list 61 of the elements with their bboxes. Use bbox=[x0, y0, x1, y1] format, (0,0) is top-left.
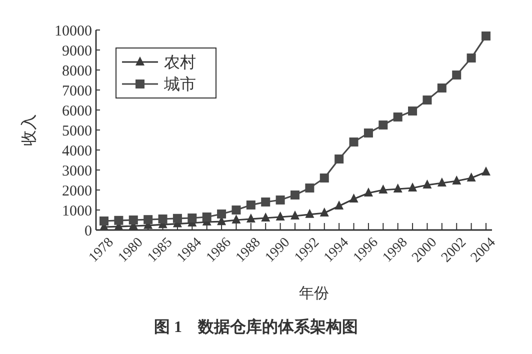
legend-label: 农村 bbox=[164, 54, 196, 72]
point bbox=[217, 210, 226, 218]
point bbox=[364, 188, 373, 196]
point bbox=[320, 208, 329, 216]
point bbox=[422, 96, 432, 104]
y-axis-title: 收入 bbox=[20, 114, 38, 146]
point bbox=[437, 84, 446, 92]
x-axis-title: 年份 bbox=[299, 285, 329, 302]
point bbox=[349, 194, 358, 202]
point bbox=[334, 154, 344, 164]
point bbox=[246, 214, 256, 222]
point bbox=[437, 178, 446, 186]
point bbox=[188, 214, 197, 222]
y-tick-label: 0 bbox=[84, 223, 92, 240]
point bbox=[364, 128, 373, 138]
point bbox=[114, 216, 124, 225]
point bbox=[408, 106, 418, 116]
point bbox=[232, 214, 241, 224]
point bbox=[290, 190, 300, 200]
point bbox=[378, 120, 388, 130]
y-tick-label: 8000 bbox=[62, 63, 92, 80]
point bbox=[466, 172, 476, 182]
y-tick-label: 1000 bbox=[62, 203, 92, 220]
point bbox=[482, 166, 490, 176]
point bbox=[466, 54, 476, 62]
point bbox=[305, 184, 314, 192]
y-tick-label: 10000 bbox=[54, 23, 92, 40]
y-tick-label: 4000 bbox=[62, 143, 92, 160]
point bbox=[276, 212, 285, 220]
y-tick-label: 6000 bbox=[62, 103, 92, 120]
point bbox=[422, 180, 432, 188]
point bbox=[100, 216, 108, 226]
y-tick-label: 3000 bbox=[62, 163, 92, 180]
point bbox=[452, 70, 462, 80]
caption: 图 1 数据仓库的体系架构图 bbox=[154, 318, 358, 336]
point bbox=[305, 208, 314, 218]
point bbox=[393, 184, 402, 192]
point bbox=[172, 214, 182, 223]
point bbox=[246, 200, 256, 210]
point bbox=[276, 196, 285, 204]
point bbox=[378, 184, 388, 194]
point bbox=[261, 198, 270, 206]
point bbox=[320, 174, 329, 182]
point bbox=[261, 212, 270, 222]
point bbox=[482, 32, 490, 40]
point bbox=[408, 182, 418, 192]
point bbox=[144, 215, 153, 224]
legend-label: 城市 bbox=[163, 76, 196, 94]
y-tick-label: 2000 bbox=[62, 183, 92, 200]
point bbox=[232, 206, 241, 214]
point bbox=[349, 138, 358, 146]
point bbox=[128, 216, 138, 224]
point bbox=[290, 210, 300, 220]
point bbox=[393, 112, 402, 122]
point bbox=[334, 200, 344, 210]
point bbox=[452, 176, 462, 184]
point bbox=[202, 212, 212, 222]
point bbox=[158, 214, 168, 224]
y-tick-label: 7000 bbox=[62, 83, 92, 100]
y-tick-label: 5000 bbox=[62, 123, 92, 140]
y-tick-label: 9000 bbox=[62, 43, 92, 60]
